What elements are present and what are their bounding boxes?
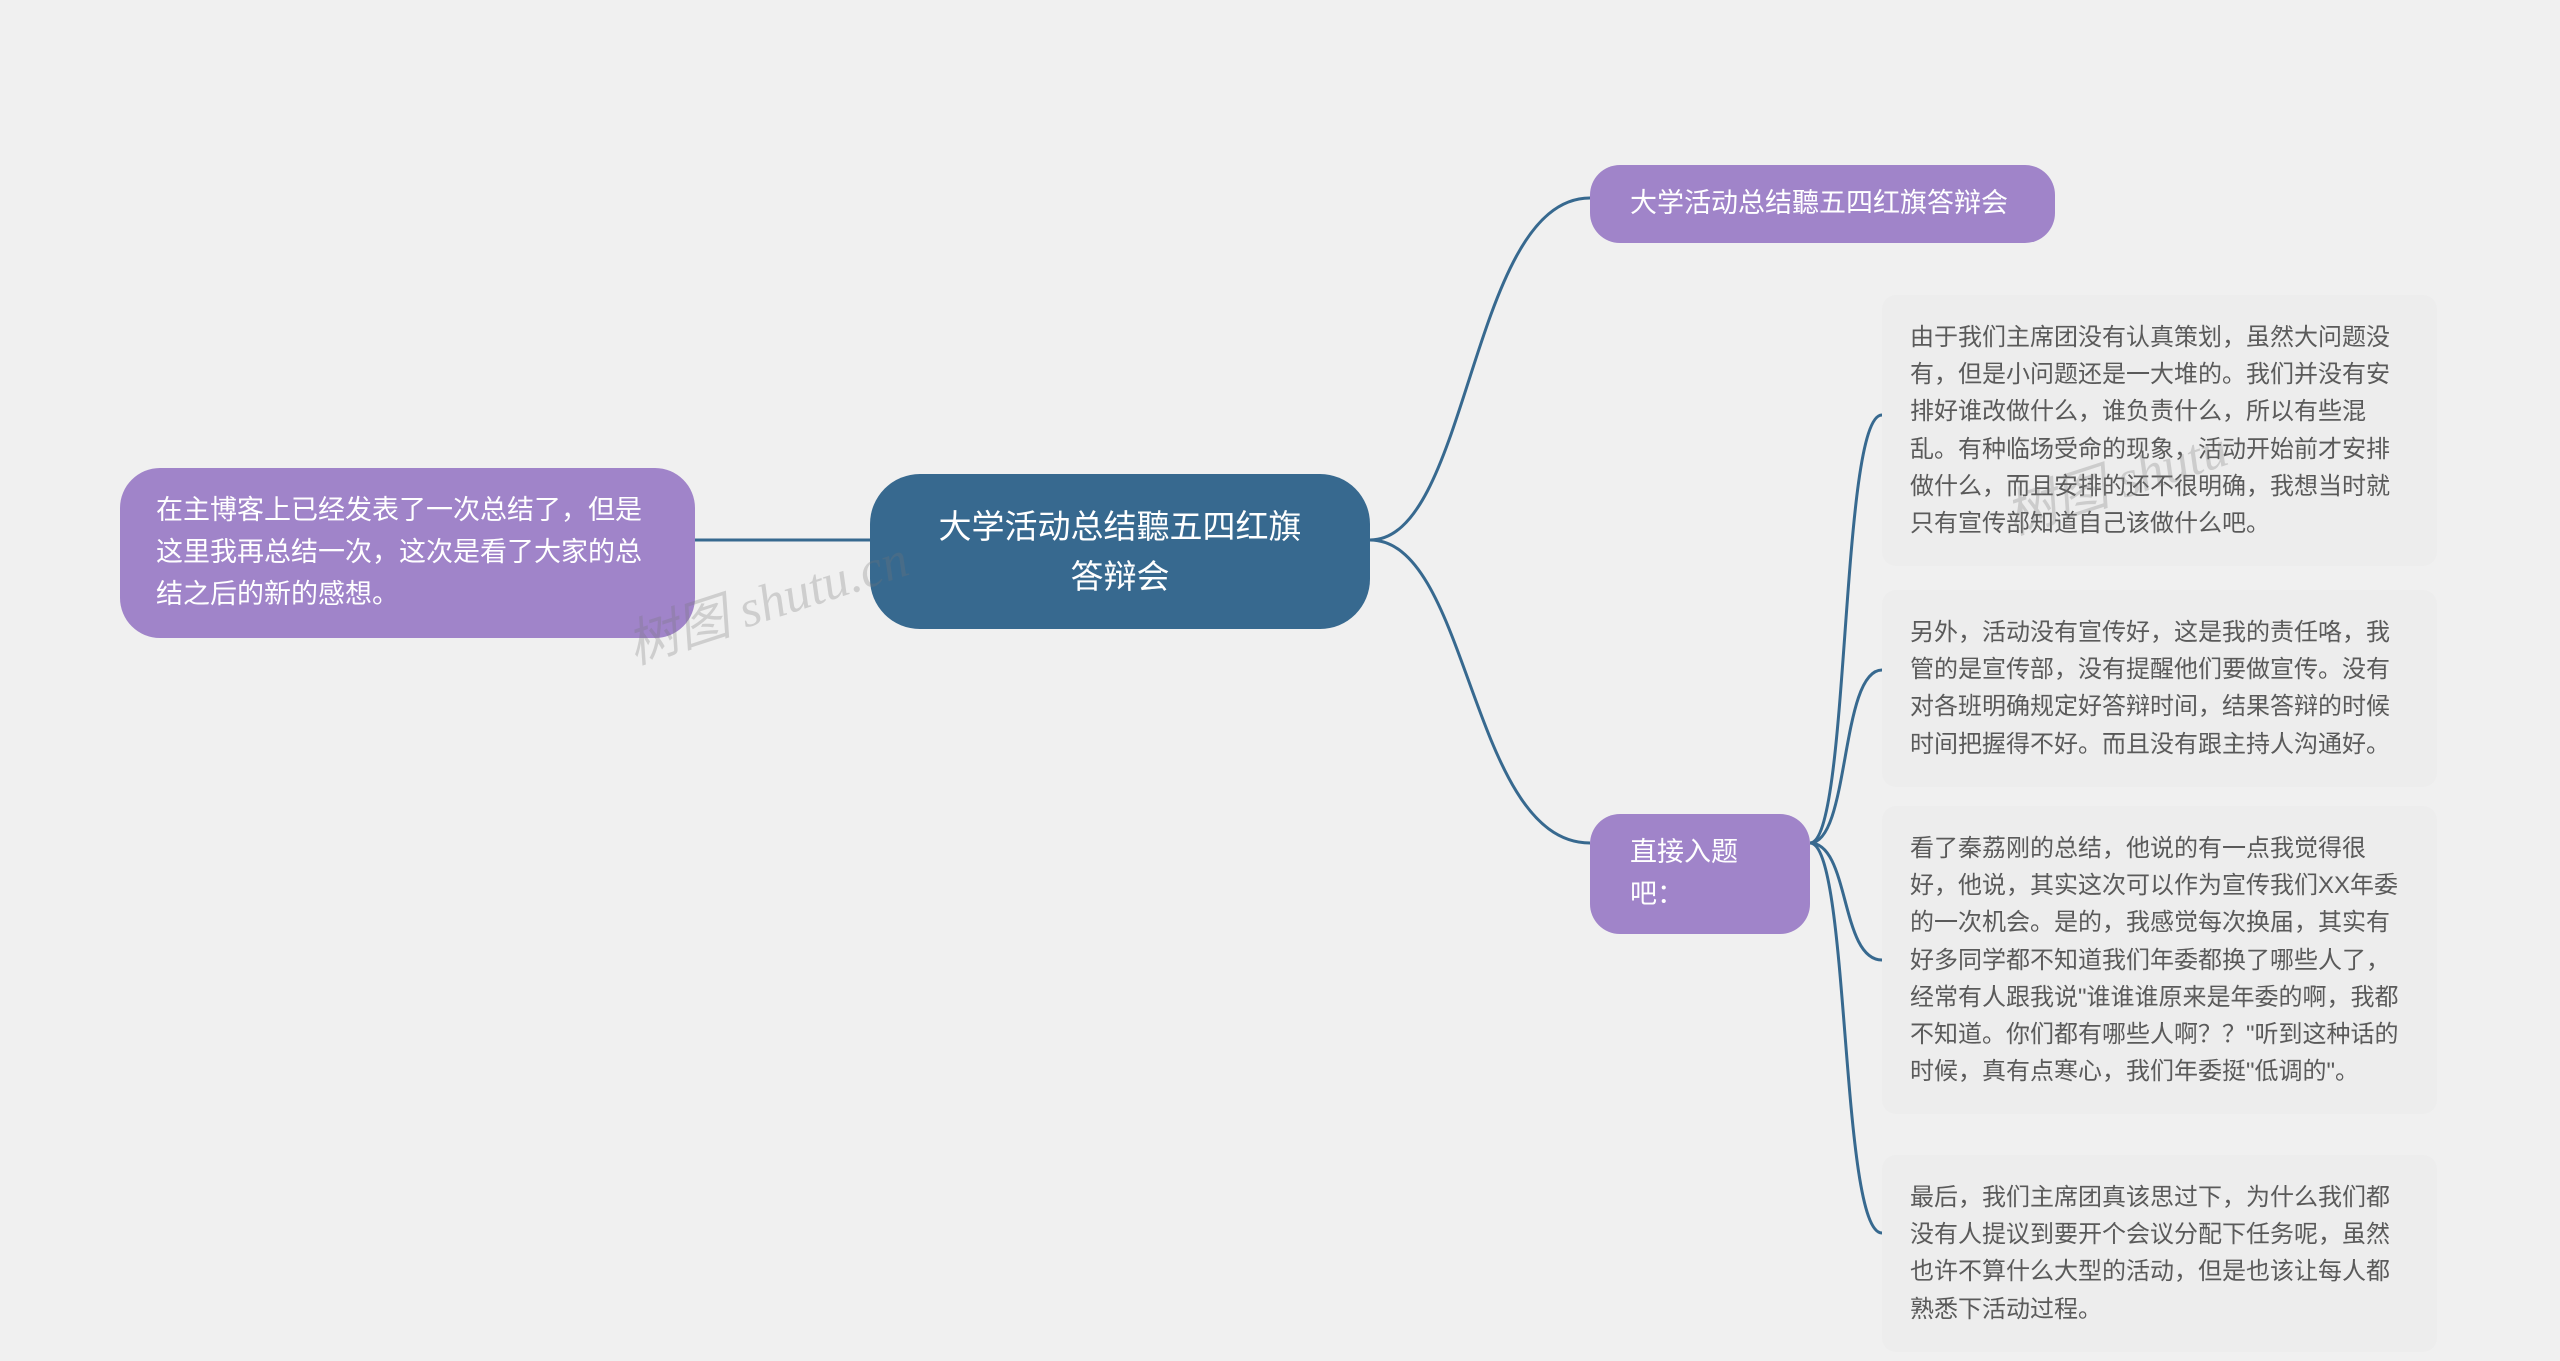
left-summary-node[interactable]: 在主博客上已经发表了一次总结了，但是这里我再总结一次，这次是看了大家的总结之后的… — [120, 468, 695, 638]
center-node-text: 大学活动总结聽五四红旗答辩会 — [939, 508, 1302, 595]
connector-edge — [1810, 670, 1882, 843]
detail-note[interactable]: 另外，活动没有宣传好，这是我的责任咯，我管的是宣传部，没有提醒他们要做宣传。没有… — [1882, 590, 2437, 787]
right-top-node[interactable]: 大学活动总结聽五四红旗答辩会 — [1590, 165, 2055, 243]
mindmap-canvas: 大学活动总结聽五四红旗答辩会 在主博客上已经发表了一次总结了，但是这里我再总结一… — [0, 0, 2560, 1361]
detail-note-text: 最后，我们主席团真该思过下，为什么我们都没有人提议到要开个会议分配下任务呢，虽然… — [1910, 1184, 2390, 1323]
connector-edge — [1810, 415, 1882, 843]
center-node[interactable]: 大学活动总结聽五四红旗答辩会 — [870, 474, 1370, 629]
detail-note-text: 由于我们主席团没有认真策划，虽然大问题没有，但是小问题还是一大堆的。我们并没有安… — [1910, 324, 2390, 537]
right-bottom-text: 直接入题吧： — [1630, 837, 1738, 909]
left-summary-text: 在主博客上已经发表了一次总结了，但是这里我再总结一次，这次是看了大家的总结之后的… — [156, 495, 642, 609]
detail-note-text: 另外，活动没有宣传好，这是我的责任咯，我管的是宣传部，没有提醒他们要做宣传。没有… — [1910, 619, 2390, 758]
connector-edge — [1810, 843, 1882, 1233]
connector-edge — [1370, 540, 1590, 843]
detail-note[interactable]: 最后，我们主席团真该思过下，为什么我们都没有人提议到要开个会议分配下任务呢，虽然… — [1882, 1155, 2437, 1352]
connector-edge — [1810, 843, 1882, 960]
connector-edge — [1370, 198, 1590, 540]
right-top-text: 大学活动总结聽五四红旗答辩会 — [1630, 188, 2008, 218]
detail-note[interactable]: 看了秦荔刚的总结，他说的有一点我觉得很好，他说，其实这次可以作为宣传我们XX年委… — [1882, 806, 2437, 1114]
right-bottom-node[interactable]: 直接入题吧： — [1590, 814, 1810, 934]
detail-note-text: 看了秦荔刚的总结，他说的有一点我觉得很好，他说，其实这次可以作为宣传我们XX年委… — [1910, 835, 2399, 1085]
detail-note[interactable]: 由于我们主席团没有认真策划，虽然大问题没有，但是小问题还是一大堆的。我们并没有安… — [1882, 295, 2437, 566]
